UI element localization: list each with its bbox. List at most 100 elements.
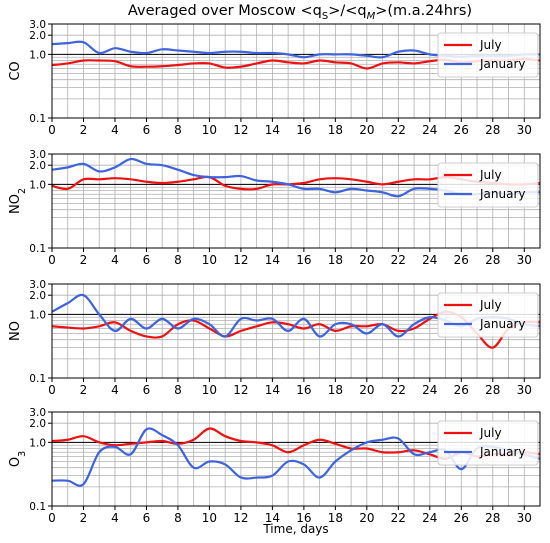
x-tick-label: 4 — [111, 511, 119, 525]
legend-label-july: July — [479, 168, 502, 182]
y-tick-label: 1.0 — [29, 437, 46, 449]
x-tick-label: 8 — [174, 123, 182, 137]
x-tick-label: 22 — [391, 123, 406, 137]
axes-frame — [51, 23, 541, 119]
series-line-january — [52, 427, 540, 487]
y-tick-label: 0.1 — [29, 243, 46, 255]
x-tick-label: 10 — [202, 123, 217, 137]
x-tick-label: 16 — [296, 383, 311, 397]
x-tick-label: 26 — [454, 511, 469, 525]
x-tick-label: 14 — [265, 511, 280, 525]
x-tick-label: 20 — [359, 511, 374, 525]
y-tick-label: 3.0 — [29, 407, 46, 419]
x-tick-label: 22 — [391, 383, 406, 397]
axes-frame — [51, 411, 541, 507]
y-axis-label-main: CO — [8, 61, 23, 80]
y-axis-label-main: O — [8, 457, 23, 467]
x-tick-label: 0 — [48, 253, 56, 267]
x-tick-label: 14 — [265, 253, 280, 267]
x-tick-label: 6 — [143, 123, 151, 137]
panel-3: 3.02.01.00.10 2 4 6 8 10 12 14 16 18 20 22 24 26 28 30N… — [8, 279, 541, 397]
x-tick-label: 8 — [174, 253, 182, 267]
x-tick-label: 26 — [454, 123, 469, 137]
y-axis-label: CO — [8, 61, 23, 80]
x-tick-label: 18 — [328, 383, 343, 397]
x-tick-label: 12 — [233, 253, 248, 267]
x-tick-label: 8 — [174, 383, 182, 397]
axes-frame — [51, 153, 541, 249]
x-tick-label: 20 — [359, 253, 374, 267]
legend-label-july: July — [479, 298, 502, 312]
x-tick-label: 18 — [328, 123, 343, 137]
x-tick-label: 0 — [48, 511, 56, 525]
legend-label-july: July — [479, 426, 502, 440]
y-tick-label: 3.0 — [29, 149, 46, 161]
x-tick-label: 20 — [359, 383, 374, 397]
x-tick-label: 28 — [485, 383, 500, 397]
x-tick-label: 2 — [80, 123, 88, 137]
y-axis-label: NO — [8, 321, 23, 341]
y-axis-label: O3 — [8, 451, 28, 467]
title-mid: >/<q — [328, 3, 367, 19]
y-axis-label: NO2 — [8, 188, 28, 214]
y-axis-label-sub: 2 — [17, 188, 28, 194]
y-tick-label: 2.0 — [29, 418, 46, 430]
chart-title: Averaged over Moscow <qS>/<qM>(m.a.24hrs… — [0, 3, 550, 22]
legend-label-january: January — [479, 187, 526, 201]
x-tick-label: 12 — [233, 511, 248, 525]
panel-4: 3.02.01.00.10 2 4 6 8 10 12 14 16 18 20 22 24 26 28 30O… — [8, 407, 541, 525]
x-tick-label: 28 — [485, 511, 500, 525]
x-tick-label: 14 — [265, 383, 280, 397]
x-tick-label: 2 — [80, 383, 88, 397]
axes-frame — [51, 283, 541, 379]
panel-1: 3.02.01.00.10 2 4 6 8 10 12 14 16 18 20 22 24 26 28 30C… — [8, 19, 541, 137]
x-tick-label: 0 — [48, 123, 56, 137]
x-tick-label: 30 — [517, 253, 532, 267]
x-tick-label: 2 — [80, 253, 88, 267]
x-tick-label: 6 — [143, 511, 151, 525]
y-tick-label: 1.0 — [29, 179, 46, 191]
x-tick-label: 12 — [233, 383, 248, 397]
x-tick-label: 24 — [422, 511, 437, 525]
x-tick-label: 16 — [296, 123, 311, 137]
x-tick-label: 22 — [391, 253, 406, 267]
x-tick-label: 6 — [143, 383, 151, 397]
y-axis-label-main: NO — [8, 321, 23, 341]
x-tick-label: 26 — [454, 253, 469, 267]
x-tick-label: 22 — [391, 511, 406, 525]
x-tick-label: 30 — [517, 511, 532, 525]
x-tick-label: 24 — [422, 383, 437, 397]
x-tick-label: 10 — [202, 511, 217, 525]
y-axis-label-sub: 3 — [17, 451, 28, 457]
y-tick-label: 1.0 — [29, 309, 46, 321]
y-tick-label: 0.1 — [29, 113, 46, 125]
x-tick-label: 14 — [265, 123, 280, 137]
x-tick-label: 4 — [111, 253, 119, 267]
title-sub-s: S — [321, 10, 329, 22]
y-tick-label: 2.0 — [29, 30, 46, 42]
y-tick-label: 2.0 — [29, 160, 46, 172]
x-tick-label: 30 — [517, 123, 532, 137]
x-tick-label: 4 — [111, 123, 119, 137]
x-tick-label: 2 — [80, 511, 88, 525]
x-tick-label: 20 — [359, 123, 374, 137]
y-tick-label: 3.0 — [29, 279, 46, 291]
x-tick-label: 18 — [328, 511, 343, 525]
x-tick-label: 28 — [485, 123, 500, 137]
legend-label-july: July — [479, 38, 502, 52]
x-tick-label: 30 — [517, 383, 532, 397]
title-text: Averaged over Moscow <q — [127, 3, 322, 19]
y-tick-label: 0.1 — [29, 373, 46, 385]
x-tick-label: 0 — [48, 383, 56, 397]
panel-2: 3.02.01.00.10 2 4 6 8 10 12 14 16 18 20 22 24 26 28 30N… — [8, 149, 541, 267]
x-tick-label: 4 — [111, 383, 119, 397]
y-tick-label: 0.1 — [29, 501, 46, 513]
legend-label-january: January — [479, 57, 526, 71]
title-end: >(m.a.24hrs) — [375, 3, 473, 19]
x-tick-label: 8 — [174, 511, 182, 525]
x-tick-label: 18 — [328, 253, 343, 267]
x-tick-label: 10 — [202, 253, 217, 267]
y-axis-label-main: NO — [8, 194, 23, 214]
x-tick-label: 24 — [422, 253, 437, 267]
x-tick-label: 16 — [296, 253, 311, 267]
